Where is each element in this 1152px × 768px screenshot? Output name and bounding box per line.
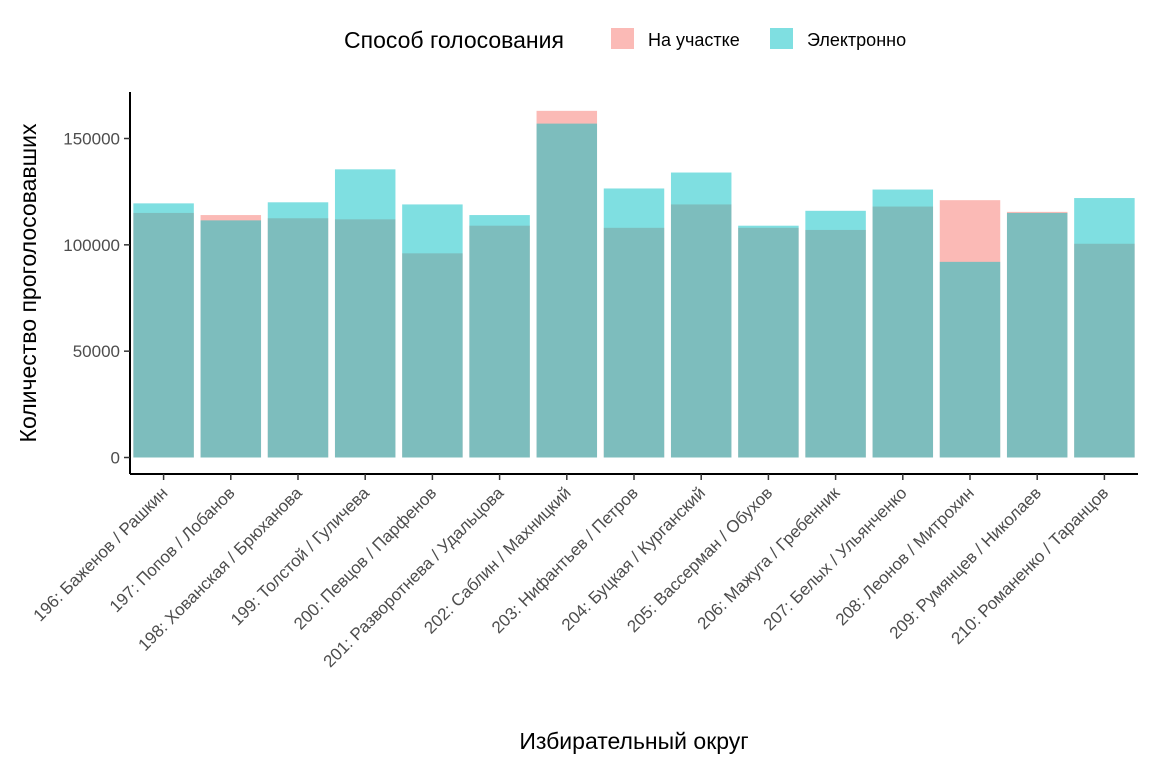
legend-key-on-site [611, 28, 634, 49]
bar-electronic [536, 123, 598, 458]
bar-electronic [267, 202, 329, 458]
bar-electronic [334, 169, 396, 458]
bar-electronic [133, 203, 194, 458]
x-tick-label: 208: Леонов / Митрохин [832, 483, 978, 629]
y-tick-label: 150000 [63, 130, 120, 149]
x-tick-label: 197: Попов / Лобанов [106, 483, 239, 616]
bar-electronic [1074, 198, 1135, 458]
legend: Способ голосования На участке Электронно [344, 27, 906, 53]
x-tick-label: 196: Баженов / Рашкин [30, 483, 172, 625]
bar-electronic [1006, 212, 1068, 458]
y-tick-label: 100000 [63, 236, 120, 255]
bar-electronic [805, 210, 866, 458]
x-axis-title: Избирательный округ [519, 728, 748, 754]
y-tick-label: 50000 [73, 342, 120, 361]
bar-electronic [939, 261, 1001, 458]
bar-electronic [872, 189, 934, 458]
bar-electronic [469, 215, 530, 458]
legend-title: Способ голосования [344, 27, 564, 53]
bars-electronic [133, 123, 1135, 458]
bar-electronic [603, 188, 665, 458]
legend-key-electronic [770, 28, 793, 49]
y-ticks: 0 50000 100000 150000 [63, 130, 130, 468]
y-axis-title: Количество проголосовавших [15, 123, 41, 442]
legend-label-on-site: На участке [648, 30, 740, 50]
bar-electronic [738, 225, 799, 458]
bar-electronic [200, 220, 262, 458]
x-tick-label: 199: Толстой / Гуличева [227, 483, 373, 629]
bar-electronic [670, 172, 732, 458]
bar-electronic [402, 204, 463, 458]
legend-label-electronic: Электронно [807, 30, 906, 50]
y-tick-label: 0 [111, 449, 120, 468]
